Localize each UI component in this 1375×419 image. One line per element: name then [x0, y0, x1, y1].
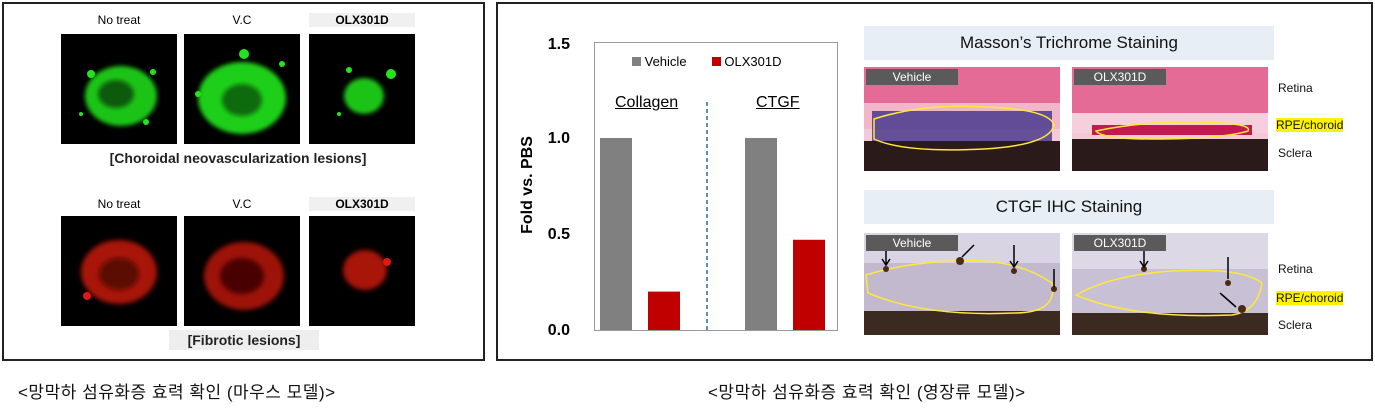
ctgf-tag-olx: OLX301D — [1074, 235, 1166, 251]
green-lesion-image-olx — [309, 34, 415, 144]
primate-model-caption: <망막하 섬유화증 효력 확인 (영장류 모델)> — [708, 383, 1026, 402]
masson-vehicle-image — [864, 67, 1060, 171]
group-title-ctgf: CTGF — [756, 94, 800, 111]
mouse-model-caption: <망막하 섬유화증 효력 확인 (마우스 모델)> — [18, 383, 336, 402]
ctgf-olx-image — [1072, 233, 1268, 335]
red-lesion-graphic — [204, 242, 284, 310]
masson-label-rpe-choroid: RPE/choroid — [1276, 118, 1344, 132]
masson-tissue-graphic — [864, 67, 1060, 171]
bar-ctgf-vehicle — [745, 138, 777, 330]
label-olx-top: OLX301D — [309, 13, 415, 27]
mouse-model-panel: No treat V.C OLX301D [Choroidal neovascu… — [2, 2, 485, 361]
red-lesion-image-vc — [184, 216, 300, 326]
fibrotic-caption: [Fibrotic lesions] — [169, 330, 319, 350]
y-tick-label: 0.0 — [547, 322, 570, 339]
red-lesion-graphic — [81, 240, 157, 304]
legend-label-vehicle: Vehicle — [644, 54, 687, 69]
bar-collagen-vehicle — [600, 138, 632, 330]
red-lesion-image-no-treat — [61, 216, 177, 326]
primate-model-panel: Fold vs. PBS 1.5 1.0 0.5 0.0 Vehicle OLX… — [496, 2, 1373, 361]
y-tick-label: 1.5 — [547, 36, 570, 53]
green-lesion-image-vc — [184, 34, 300, 144]
masson-tissue-graphic — [1072, 67, 1268, 171]
green-lesion-image-no-treat — [61, 34, 177, 144]
group-title-collagen: Collagen — [615, 94, 679, 111]
masson-title: Masson’s Trichrome Staining — [864, 26, 1274, 60]
masson-olx-image — [1072, 67, 1268, 171]
masson-label-retina: Retina — [1278, 81, 1313, 95]
legend-swatch-olx — [711, 57, 721, 66]
legend-swatch-vehicle — [632, 57, 641, 66]
y-tick-label: 1.0 — [547, 130, 570, 147]
legend: Vehicle OLX301D — [632, 54, 782, 69]
green-lesion-graphic — [79, 66, 157, 126]
ctgf-tissue-graphic — [864, 233, 1060, 335]
masson-tag-vehicle: Vehicle — [866, 69, 958, 85]
red-lesion-image-olx — [309, 216, 415, 326]
green-lesion-graphic — [337, 67, 396, 116]
y-tick-label: 0.5 — [547, 226, 570, 243]
legend-label-olx: OLX301D — [724, 54, 782, 69]
label-vc-bottom: V.C — [232, 197, 252, 211]
bar-collagen-olx301d — [648, 291, 680, 330]
green-lesion-graphic — [195, 49, 286, 134]
ctgf-label-sclera: Sclera — [1278, 318, 1313, 332]
label-no-treat-bottom: No treat — [97, 197, 141, 211]
red-lesion-graphic — [343, 250, 391, 290]
fold-change-bar-chart — [594, 42, 838, 331]
ctgf-label-retina: Retina — [1278, 262, 1313, 276]
ctgf-ihc-title: CTGF IHC Staining — [864, 190, 1274, 224]
cnv-caption: [Choroidal neovascularization lesions] — [109, 150, 367, 166]
ctgf-tag-vehicle: Vehicle — [866, 235, 958, 251]
masson-label-sclera: Sclera — [1278, 146, 1313, 160]
bar-ctgf-olx301d — [793, 239, 825, 330]
label-no-treat-top: No treat — [97, 13, 141, 27]
masson-tag-olx: OLX301D — [1074, 69, 1166, 85]
label-olx-bottom: OLX301D — [309, 197, 415, 211]
label-vc-top: V.C — [232, 13, 252, 27]
ctgf-label-rpe-choroid: RPE/choroid — [1276, 291, 1344, 305]
